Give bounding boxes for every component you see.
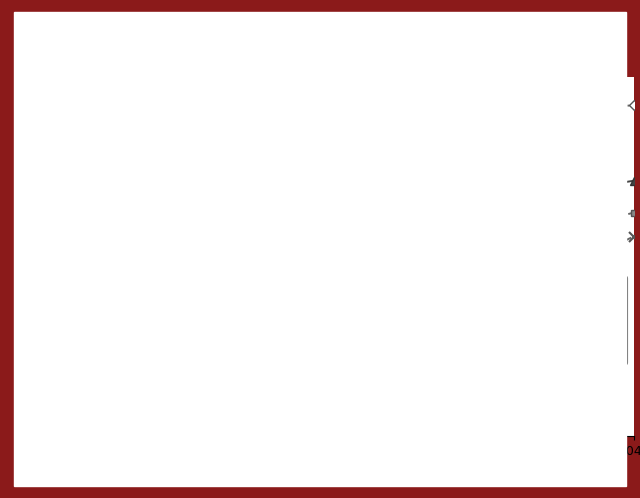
Indonesia <box>477 226 484 232</box>
Line: Indonesia: Indonesia <box>95 177 638 384</box>
Philippines <box>172 293 179 299</box>
Thailand <box>248 313 256 319</box>
Malaysia <box>554 110 561 116</box>
Indonesia <box>630 178 637 184</box>
Thailand <box>554 269 561 275</box>
Indonesia <box>324 313 332 319</box>
Line: Malaysia: Malaysia <box>96 102 637 320</box>
Philippines <box>401 261 408 267</box>
Indonesia <box>554 190 561 196</box>
Thailand <box>172 341 179 347</box>
Malaysia <box>477 134 484 140</box>
Philippines <box>477 253 484 259</box>
Indonesia <box>401 261 408 267</box>
Indonesia <box>95 377 103 383</box>
Malaysia <box>324 194 332 200</box>
Philippines <box>630 210 637 216</box>
Malaysia <box>248 249 256 255</box>
Philippines <box>324 249 332 255</box>
Indonesia <box>172 365 179 371</box>
Line: Thailand: Thailand <box>94 232 639 365</box>
X-axis label: Year: Year <box>352 463 381 478</box>
Line: Philippines: Philippines <box>96 209 637 312</box>
Philippines <box>95 305 103 311</box>
Malaysia <box>401 154 408 160</box>
Thailand <box>324 313 332 319</box>
Indonesia <box>248 333 256 339</box>
Y-axis label: Percentage (%) of total population: Percentage (%) of total population <box>54 137 68 376</box>
Thailand <box>401 305 408 311</box>
Malaysia <box>95 313 103 319</box>
Thailand <box>630 234 637 240</box>
Thailand <box>477 301 484 307</box>
Malaysia <box>630 102 637 108</box>
Legend: Philippines, Malaysia, Thailand, Indonesia: Philippines, Malaysia, Thailand, Indones… <box>483 275 627 365</box>
Philippines <box>248 238 256 244</box>
Thailand <box>95 357 103 363</box>
Title: Percentage of the population living in cities: Percentage of the population living in c… <box>125 45 608 65</box>
Philippines <box>554 230 561 236</box>
Malaysia <box>172 269 179 275</box>
